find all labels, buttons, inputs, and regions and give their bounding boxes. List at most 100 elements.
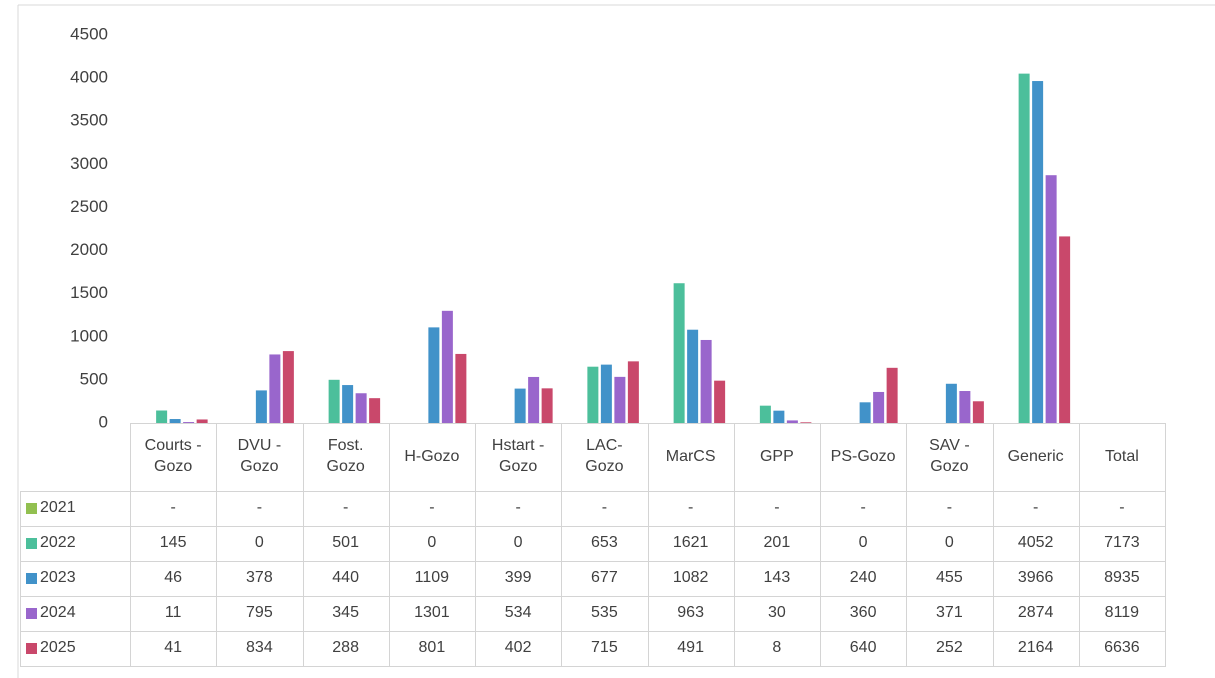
bar	[800, 422, 812, 423]
bar	[183, 422, 195, 423]
bar	[1045, 175, 1057, 423]
table-value: 399	[504, 569, 532, 587]
table-value: 30	[767, 604, 786, 622]
category-label: MarCS	[665, 447, 716, 465]
table-value: -	[601, 499, 608, 517]
legend-label: 2025	[40, 639, 76, 657]
legend-key	[26, 643, 37, 654]
y-tick-label: 3500	[70, 111, 108, 130]
bar	[773, 410, 785, 423]
table-value: 963	[677, 604, 704, 622]
table-value: 288	[332, 639, 359, 657]
y-tick-label: 1000	[70, 326, 108, 345]
table-value: 640	[849, 639, 877, 657]
category-label: LAC-Gozo	[585, 437, 624, 475]
table-value: 345	[332, 604, 359, 622]
table-value: 41	[164, 639, 183, 657]
table-value: 4052	[1017, 534, 1054, 552]
bar	[541, 388, 553, 423]
table-col-line	[647, 423, 649, 666]
bar	[342, 385, 354, 423]
table-value: -	[1032, 499, 1039, 517]
table-value: 0	[427, 534, 437, 552]
y-tick-label: 0	[99, 412, 108, 431]
bar	[441, 310, 453, 423]
table-row-line	[20, 526, 1166, 527]
table-value: 2164	[1017, 639, 1054, 657]
category-label: SAV - Gozo	[929, 437, 970, 475]
table-value: 378	[246, 569, 273, 587]
table-col-line	[475, 423, 476, 666]
table-total: 6636	[1104, 639, 1140, 657]
legend-entry: 2022	[20, 526, 130, 561]
table-col-line	[302, 423, 304, 666]
legend-entry: 2025	[20, 631, 130, 666]
legend-entry: 2021	[20, 491, 130, 526]
legend-key	[26, 608, 37, 619]
bar	[156, 410, 168, 423]
table-value: 491	[677, 639, 704, 657]
legend-label: 2022	[40, 534, 76, 552]
legend-key	[26, 573, 37, 584]
table-value: -	[256, 499, 263, 517]
bar	[687, 329, 699, 423]
table-row-line	[20, 561, 1166, 562]
legend-entry: 2023	[20, 561, 130, 596]
table-value: 143	[763, 569, 791, 587]
table-value: 2874	[1017, 604, 1054, 622]
total-header: Total	[1104, 447, 1139, 465]
bar	[886, 367, 898, 423]
table-col-line	[388, 423, 390, 666]
legend-entry: 2024	[20, 596, 130, 631]
bar	[873, 391, 885, 423]
category-label: GPP	[759, 447, 794, 465]
bar	[714, 380, 726, 423]
table-value: 145	[159, 534, 187, 552]
table-value: 455	[936, 569, 963, 587]
bar	[514, 388, 526, 423]
table-value: 1109	[414, 569, 450, 587]
table-value: 534	[504, 604, 532, 622]
table-value: 1301	[414, 604, 450, 622]
bar	[255, 390, 267, 423]
table-value: -	[170, 499, 176, 517]
table-col-line	[733, 423, 735, 666]
table-row-line	[20, 491, 1166, 492]
table-value: 801	[418, 639, 446, 657]
table-value: 1082	[672, 569, 709, 587]
table-col-line	[992, 423, 994, 666]
table-value: 0	[254, 534, 264, 552]
table-value: 360	[849, 604, 877, 622]
table-value: -	[342, 499, 349, 517]
table-value: 371	[936, 604, 963, 622]
y-tick-label: 3000	[70, 154, 108, 173]
bar	[759, 405, 771, 423]
y-tick-label: 500	[80, 369, 108, 388]
bar	[196, 419, 208, 423]
bar	[1032, 81, 1044, 423]
table-col-line	[561, 423, 563, 666]
bar	[1059, 236, 1071, 423]
table-value: 715	[591, 639, 618, 657]
bar	[355, 393, 367, 423]
legend-key	[26, 503, 37, 514]
bar	[428, 327, 440, 423]
table-value: 535	[591, 604, 618, 622]
bar	[627, 361, 639, 423]
table-value: 0	[944, 534, 954, 552]
table-col-line	[216, 423, 218, 666]
y-tick-label: 2500	[70, 197, 108, 216]
table-value: 795	[246, 604, 273, 622]
bar	[587, 366, 599, 423]
table-value: -	[687, 499, 694, 517]
bar	[700, 339, 712, 423]
legend-label: 2024	[40, 604, 76, 622]
table-total: -	[1119, 499, 1125, 517]
table-value: -	[946, 499, 953, 517]
bar	[455, 353, 467, 423]
bar	[945, 383, 957, 423]
bar	[169, 419, 181, 423]
legend-label: 2023	[40, 569, 76, 587]
